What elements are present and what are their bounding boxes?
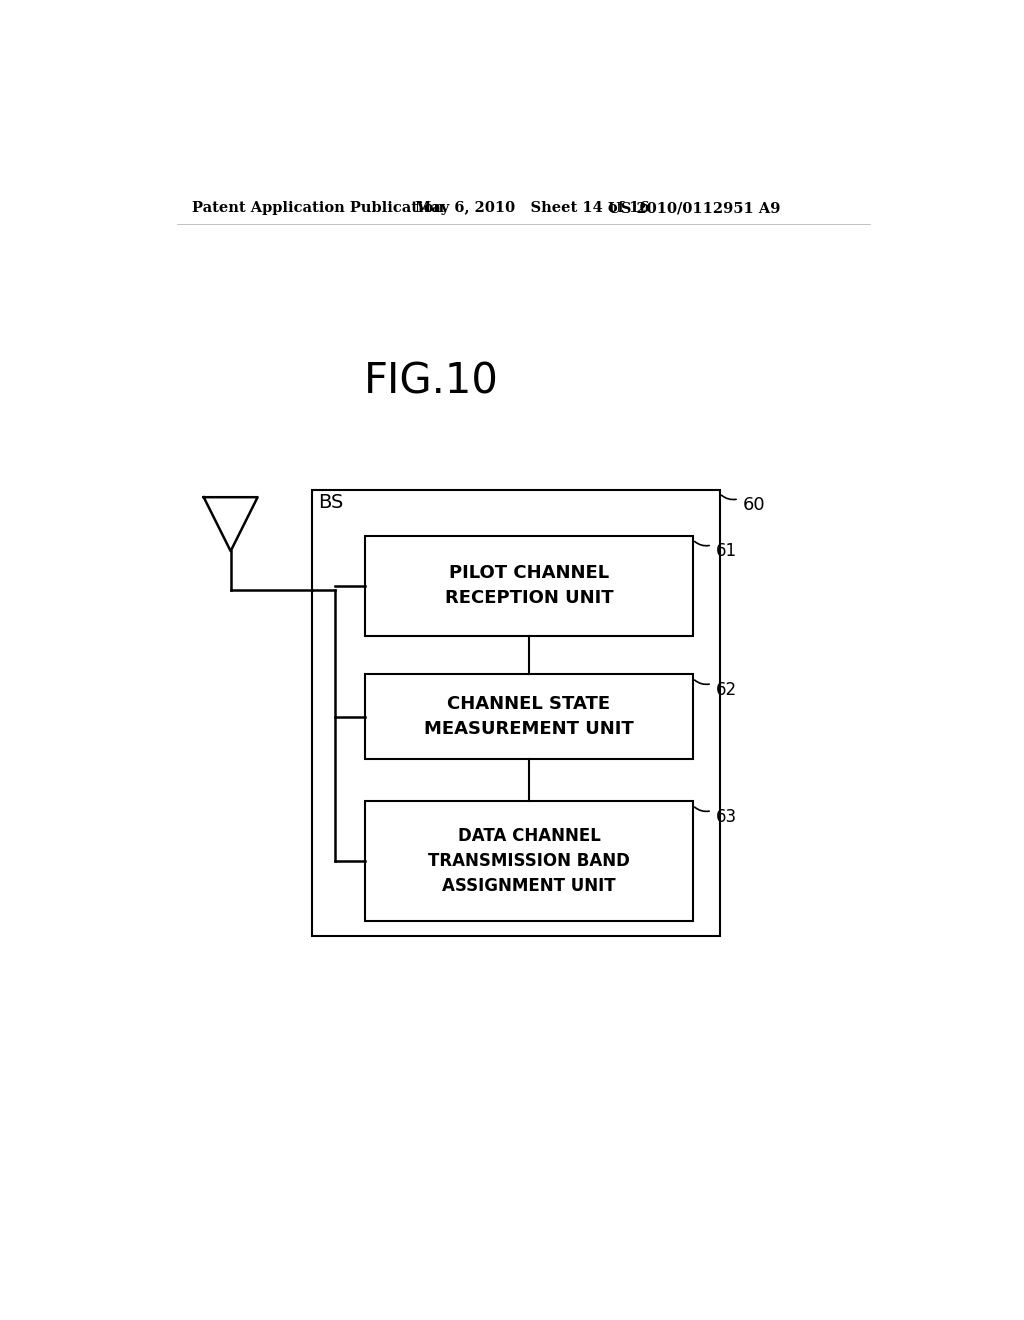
Text: US 2010/0112951 A9: US 2010/0112951 A9 [608,202,780,215]
Text: CHANNEL STATE
MEASUREMENT UNIT: CHANNEL STATE MEASUREMENT UNIT [424,696,634,738]
Text: PILOT CHANNEL
RECEPTION UNIT: PILOT CHANNEL RECEPTION UNIT [444,564,613,607]
Text: 62: 62 [716,681,737,698]
Text: DATA CHANNEL
TRANSMISSION BAND
ASSIGNMENT UNIT: DATA CHANNEL TRANSMISSION BAND ASSIGNMEN… [428,828,630,895]
Text: 61: 61 [716,543,737,560]
Text: May 6, 2010   Sheet 14 of 16: May 6, 2010 Sheet 14 of 16 [416,202,650,215]
Bar [366,801,692,921]
Bar [366,675,692,759]
Text: BS: BS [317,494,343,512]
Bar [311,490,720,936]
Text: Patent Application Publication: Patent Application Publication [193,202,444,215]
Text: FIG.10: FIG.10 [364,360,499,403]
Text: 60: 60 [742,496,765,513]
Bar [366,536,692,636]
Text: 63: 63 [716,808,737,826]
